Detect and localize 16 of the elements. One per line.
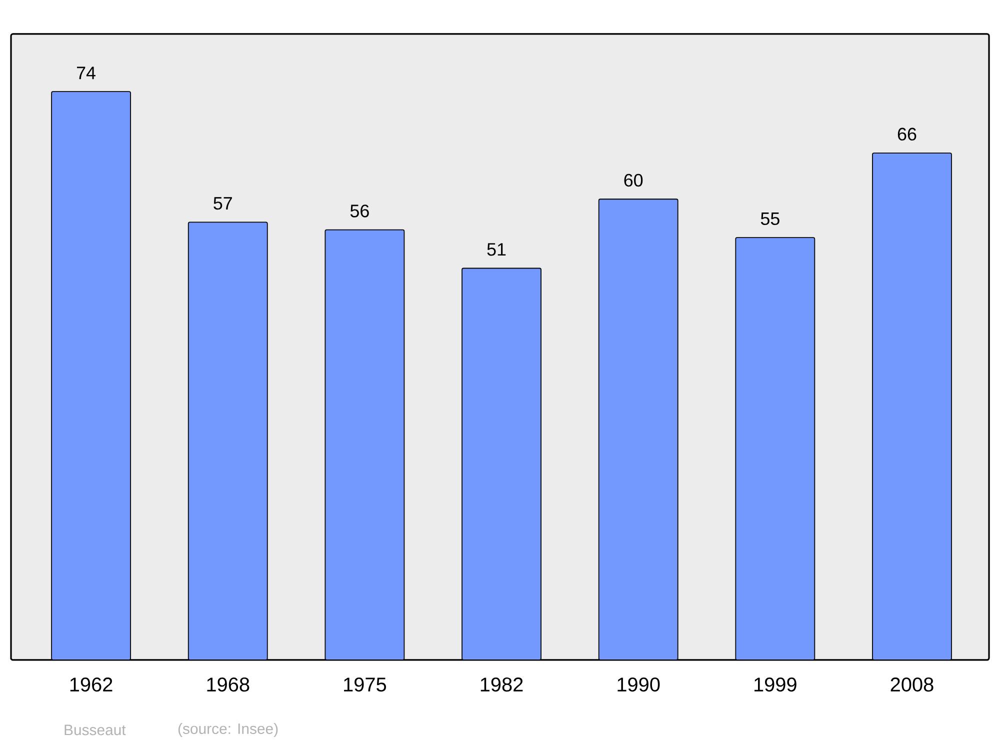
data-label: 66: [898, 128, 916, 141]
data-label: 57: [214, 197, 232, 210]
x-tick-label: 1962: [70, 678, 112, 692]
x-tick-label: 1968: [207, 678, 250, 692]
x-tick-label: 1999: [754, 678, 796, 692]
data-label: 60: [624, 174, 643, 187]
x-tick-label: 1990: [618, 678, 660, 692]
data-label: 74: [77, 66, 96, 80]
x-tick-label: 1975: [344, 678, 386, 692]
data-label: 51: [487, 243, 506, 256]
x-tick-label: 1982: [480, 678, 523, 692]
data-label: 55: [760, 212, 780, 226]
text: (source: Insee): [178, 723, 278, 737]
data-label: 56: [350, 204, 369, 218]
text: Busseaut: [64, 724, 126, 736]
x-tick-label: 2008: [890, 678, 934, 692]
